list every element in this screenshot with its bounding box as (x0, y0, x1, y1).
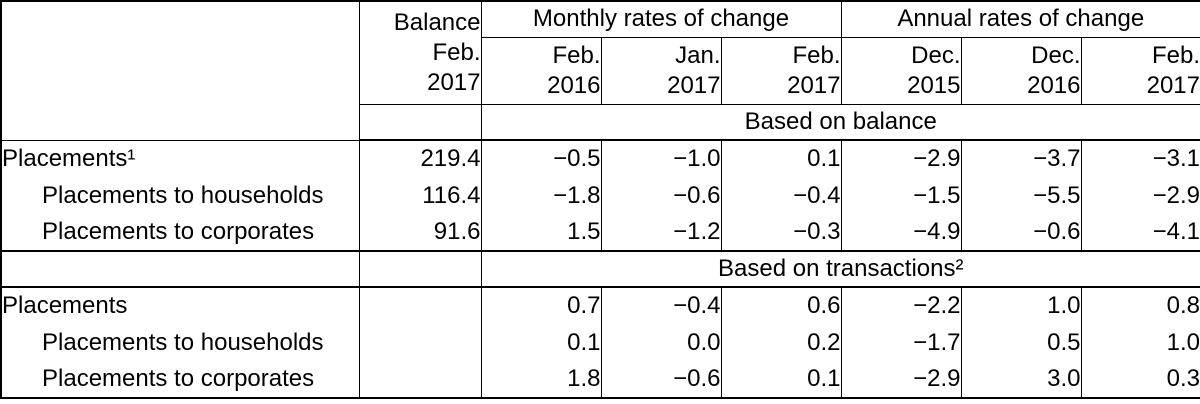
balance-cell: 219.4 (358, 140, 482, 177)
corner-cell (0, 0, 360, 141)
row-label: Placements to corporates (0, 214, 360, 251)
balance-header-period: Feb. 2017 (427, 38, 481, 96)
section-band-transactions: Based on transactions² (0, 250, 1200, 288)
rate-cell: −0.4 (720, 177, 842, 214)
rate-cell: 0.1 (720, 140, 842, 177)
balance-cell (358, 287, 482, 324)
balance-cell: 91.6 (358, 214, 482, 251)
section-title-transactions: Based on transactions² (480, 250, 1200, 288)
rate-cell: −3.7 (960, 140, 1082, 177)
rate-cell: 1.5 (480, 214, 602, 251)
rate-cell: −1.5 (840, 177, 962, 214)
rate-cell: −2.2 (840, 287, 962, 324)
rate-cell: −0.5 (480, 140, 602, 177)
balance-cell (358, 361, 482, 398)
period-header: Feb. 2017 (1080, 36, 1200, 105)
rate-cell: 1.8 (480, 361, 602, 398)
header-row-groups: Balance Feb. 2017 Monthly rates of chang… (0, 0, 1200, 141)
rate-cell: 0.2 (720, 324, 842, 361)
empty-cell (358, 250, 482, 288)
rate-cell: −0.6 (960, 214, 1082, 251)
rate-cell: 0.3 (1080, 361, 1200, 398)
rate-cell: 1.0 (1080, 324, 1200, 361)
rate-cell: −4.1 (1080, 214, 1200, 251)
rate-cell: 0.6 (720, 287, 842, 324)
rate-cell: −5.5 (960, 177, 1082, 214)
row-label: Placements (0, 287, 360, 324)
empty-cell (358, 103, 482, 141)
table-row: Placements¹ 219.4 −0.5 −1.0 0.1 −2.9 −3.… (0, 140, 1200, 177)
rate-cell: −1.2 (600, 214, 722, 251)
rate-cell: 0.5 (960, 324, 1082, 361)
rate-cell: 0.1 (720, 361, 842, 398)
rate-cell: 0.7 (480, 287, 602, 324)
period-header: Dec. 2015 (840, 36, 962, 105)
rate-cell: −2.9 (1080, 177, 1200, 214)
rate-cell: −1.0 (600, 140, 722, 177)
period-header: Feb. 2017 (720, 36, 842, 105)
rate-cell: 1.0 (960, 287, 1082, 324)
period-header: Dec. 2016 (960, 36, 1082, 105)
monthly-group-header: Monthly rates of change (480, 0, 842, 38)
table-row: Placements to corporates 91.6 1.5 −1.2 −… (0, 214, 1200, 251)
table-row: Placements 0.7 −0.4 0.6 −2.2 1.0 0.8 (0, 287, 1200, 324)
row-label: Placements to households (0, 324, 360, 361)
period-header: Feb. 2016 (480, 36, 602, 105)
empty-cell (0, 250, 360, 288)
rate-cell: −4.9 (840, 214, 962, 251)
row-label: Placements to corporates (0, 361, 360, 398)
rate-cell: −1.7 (840, 324, 962, 361)
rate-cell: −0.4 (600, 287, 722, 324)
balance-cell: 116.4 (358, 177, 482, 214)
rate-cell: 0.8 (1080, 287, 1200, 324)
period-header: Jan. 2017 (600, 36, 722, 105)
balance-column-header: Balance Feb. 2017 (358, 0, 482, 105)
rate-cell: 0.0 (600, 324, 722, 361)
rate-cell: −3.1 (1080, 140, 1200, 177)
rate-cell: 0.1 (480, 324, 602, 361)
header-row-periods: Feb. 2016 Jan. 2017 Feb. 2017 Dec. 2015 … (1, 36, 1200, 105)
annual-group-header: Annual rates of change (840, 0, 1200, 38)
rate-cell: −2.9 (840, 140, 962, 177)
rate-cell: −2.9 (840, 361, 962, 398)
table-row: Placements to households 0.1 0.0 0.2 −1.… (0, 324, 1200, 361)
section-band-balance: Based on balance (1, 103, 1200, 141)
table-row: Placements to households 116.4 −1.8 −0.6… (0, 177, 1200, 214)
row-label: Placements¹ (0, 140, 360, 177)
rate-cell: −1.8 (480, 177, 602, 214)
balance-cell (358, 324, 482, 361)
rate-cell: 3.0 (960, 361, 1082, 398)
rate-cell: −0.6 (600, 177, 722, 214)
rate-cell: −0.3 (720, 214, 842, 251)
row-label: Placements to households (0, 177, 360, 214)
section-title-balance: Based on balance (480, 103, 1200, 141)
table-row: Placements to corporates 1.8 −0.6 0.1 −2… (0, 361, 1200, 398)
balance-header-title: Balance (393, 8, 481, 36)
rate-cell: −0.6 (600, 361, 722, 398)
